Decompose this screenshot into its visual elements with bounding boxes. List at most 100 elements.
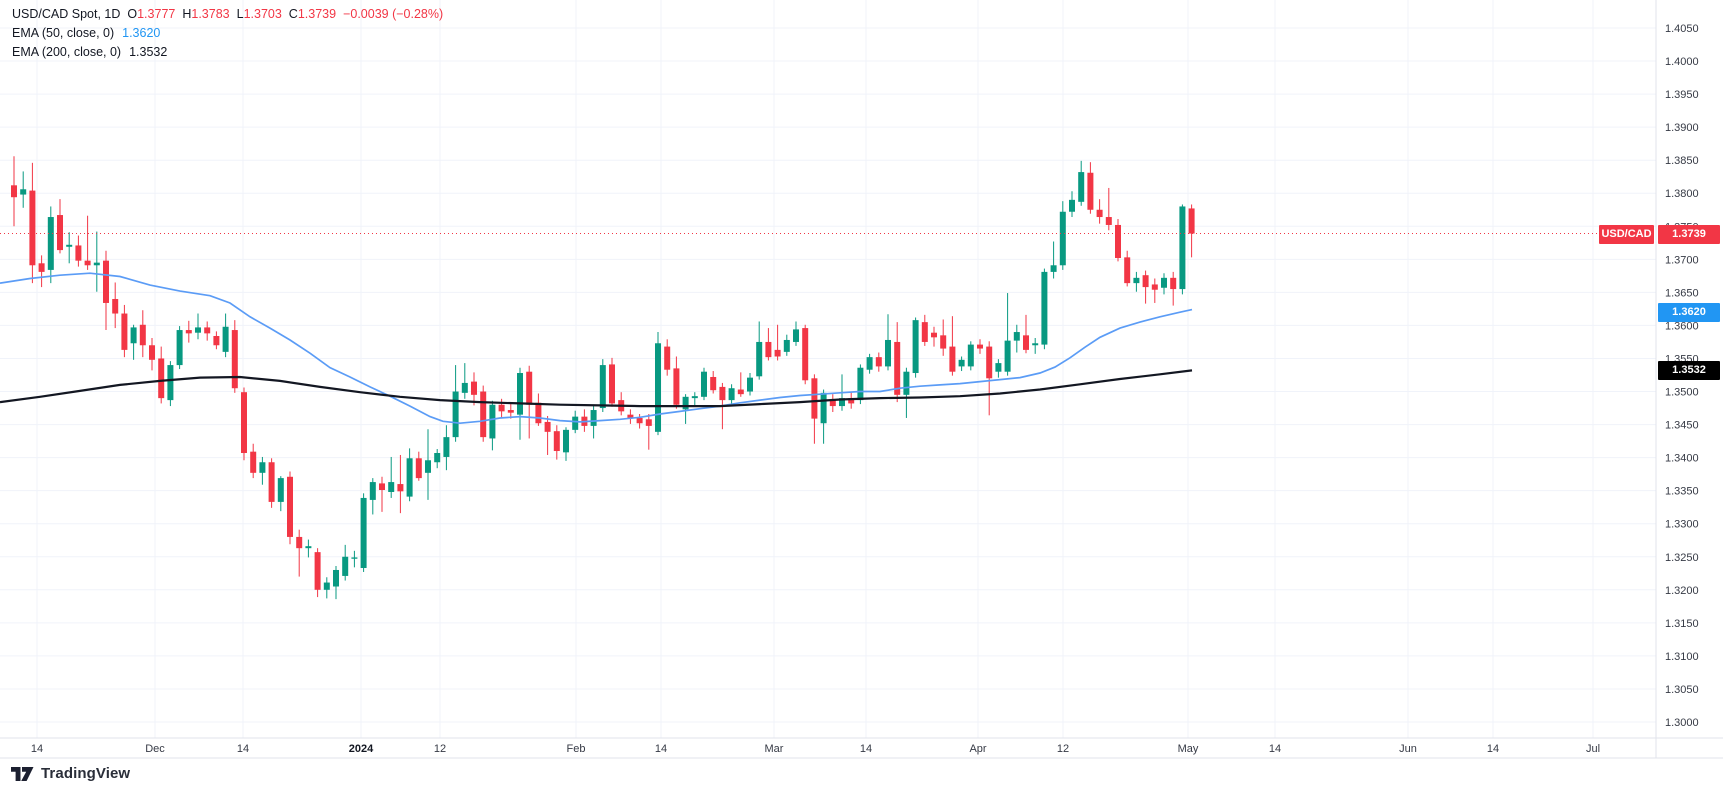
candle (75, 235, 82, 267)
candle (912, 317, 919, 378)
price-change: −0.0039 (−0.28%) (343, 7, 444, 21)
candle (664, 339, 671, 376)
ohlc-high-value: 1.3783 (191, 7, 230, 21)
candle (149, 337, 155, 371)
candle (213, 331, 220, 350)
legend-ema50-row[interactable]: EMA (50, close, 0) 1.3620 (12, 24, 443, 43)
candle (57, 199, 63, 254)
ohlc-low-value: 1.3703 (243, 7, 282, 21)
time-tick-label: 2024 (349, 743, 374, 755)
candle (452, 365, 459, 442)
candle (995, 359, 1002, 378)
ema200-line (0, 369, 1193, 408)
axis-separators (0, 0, 1723, 759)
candle (526, 365, 533, 439)
candle (167, 361, 174, 407)
candle (38, 255, 45, 288)
price-tick-label: 1.3000 (1665, 717, 1699, 729)
candle (351, 550, 358, 568)
time-tick-label: May (1178, 743, 1199, 755)
candle (66, 232, 73, 264)
time-tick-label: Jul (1586, 743, 1600, 755)
time-tick-label: 14 (1487, 743, 1499, 755)
candle (940, 319, 947, 356)
candle (765, 328, 772, 361)
candle (1133, 271, 1140, 292)
candle (590, 405, 597, 439)
ema200-label: EMA (200, close, 0) (12, 45, 122, 59)
price-tick-label: 1.3100 (1665, 651, 1699, 663)
candle (655, 332, 661, 436)
candle (250, 443, 257, 479)
candle (949, 316, 956, 376)
candle (1105, 187, 1112, 231)
ema50-line (0, 272, 1193, 425)
ohlc-open-letter: O (127, 7, 138, 21)
candle (1032, 337, 1039, 354)
candle (425, 429, 431, 500)
ohlc-open-value: 1.3777 (137, 7, 176, 21)
candle (1179, 204, 1186, 295)
price-tick-label: 1.3500 (1665, 387, 1699, 399)
candle (112, 282, 119, 329)
ema50-label: EMA (50, close, 0) (12, 26, 115, 40)
candle (774, 324, 781, 361)
candle (1041, 268, 1048, 350)
ema200-value: 1.3532 (129, 45, 168, 59)
price-tick-label: 1.3250 (1665, 552, 1699, 564)
legend-symbol-row[interactable]: USD/CAD Spot, 1D O1.3777 H1.3783 L1.3703 C1.… (12, 5, 443, 24)
candle (195, 313, 201, 340)
time-tick-label: Jun (1399, 743, 1417, 755)
candle (1115, 219, 1121, 262)
candle (921, 314, 928, 346)
candle (710, 371, 717, 394)
candle (701, 367, 707, 401)
candle (1124, 250, 1131, 287)
grid-layer (0, 0, 1656, 738)
candle (1151, 278, 1158, 303)
candle (903, 367, 910, 418)
time-axis[interactable]: 14 Dec 14 2024 12 Feb 14 Mar 14 Apr 12 May 14 Jun 14 Ju… (31, 743, 1600, 755)
candle (894, 322, 901, 403)
candle (489, 400, 496, 451)
candle (287, 471, 293, 545)
candle (434, 449, 441, 469)
price-tick-label: 1.4000 (1665, 56, 1699, 68)
candle (158, 346, 165, 404)
time-tick-label: Feb (567, 743, 586, 755)
candle (820, 389, 827, 444)
candle (682, 394, 689, 424)
candle (20, 171, 27, 208)
last-price-badge: 1.3739 (1658, 224, 1720, 244)
legend-ema200-row[interactable]: EMA (200, close, 0) 1.3532 (12, 43, 443, 62)
time-tick-label: Mar (765, 743, 784, 755)
price-axis[interactable]: 1.4050 1.4000 1.3950 1.3900 1.3850 1.3800 1.37… (1665, 23, 1699, 729)
price-tick-label: 1.3900 (1665, 122, 1699, 134)
candle (977, 339, 983, 354)
candle (1087, 162, 1094, 214)
candle (369, 478, 376, 515)
ema50-price-badge: 1.3620 (1658, 302, 1720, 322)
tradingview-logo-icon (11, 766, 34, 781)
candle (793, 321, 799, 346)
tradingview-watermark[interactable]: TradingView (11, 765, 130, 782)
candle (333, 566, 339, 600)
candle (231, 320, 238, 393)
ohlc-low-letter: L (236, 7, 244, 21)
candle (93, 231, 100, 292)
candle (857, 364, 864, 405)
candle (609, 357, 615, 407)
candle (507, 402, 514, 419)
candle (185, 320, 192, 343)
candle (268, 458, 275, 508)
candle (673, 356, 680, 409)
price-tick-label: 1.3300 (1665, 519, 1699, 531)
candle (1059, 201, 1066, 270)
price-tick-label: 1.3950 (1665, 89, 1699, 101)
candle (1050, 241, 1057, 279)
candle (47, 206, 54, 284)
ema200-price-badge: 1.3532 (1658, 360, 1720, 380)
chart-legend: USD/CAD Spot, 1D O1.3777 H1.3783 L1.3703 C1.… (12, 5, 443, 62)
